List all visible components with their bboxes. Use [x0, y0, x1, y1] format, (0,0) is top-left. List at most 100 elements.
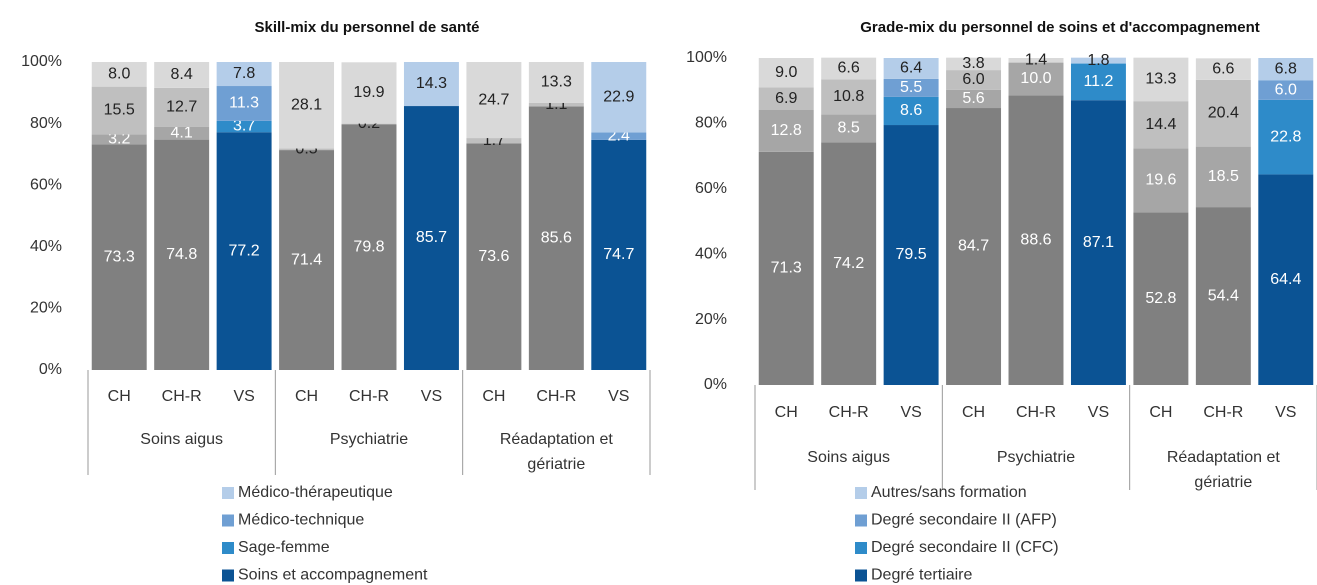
x-tick-label: VS [1088, 404, 1109, 421]
bar-segment [91, 134, 147, 145]
bar-segment [279, 62, 335, 149]
data-label: 52.8 [1145, 290, 1176, 307]
bar-segment [1195, 146, 1251, 208]
data-label: 71.4 [291, 251, 322, 268]
legend-label: Sage-femme [238, 539, 330, 556]
y-tick-label: 40% [695, 245, 727, 262]
x-tick-label: CH [962, 404, 985, 421]
bar-segment [821, 142, 877, 385]
data-label: 74.7 [603, 246, 634, 263]
x-tick-label: VS [421, 388, 442, 405]
data-label: 6.4 [900, 60, 922, 77]
bar-segment [758, 109, 814, 152]
bar-segment [758, 151, 814, 385]
data-label: 19.9 [353, 84, 384, 101]
bar-segment [279, 148, 335, 151]
data-label: 9.0 [775, 64, 797, 81]
bar-segment [1070, 57, 1126, 64]
bar-segment [91, 144, 147, 370]
data-label: 6.6 [1212, 60, 1234, 77]
bar-segment [946, 108, 1002, 385]
legend-swatch [855, 487, 867, 499]
x-tick-label: CH [108, 388, 131, 405]
data-label: 79.8 [353, 238, 384, 255]
data-label: 54.4 [1208, 287, 1239, 304]
x-tick-label: CH-R [162, 388, 202, 405]
data-label: 7.8 [233, 65, 255, 82]
data-label: 74.2 [833, 255, 864, 272]
bar-segment [403, 62, 459, 107]
y-tick-label: 40% [30, 238, 62, 255]
x-tick-label: CH-R [536, 388, 576, 405]
bar-segment [591, 132, 647, 140]
data-label: 13.3 [1145, 71, 1176, 88]
bar-segment [154, 126, 210, 140]
bar-segment [1133, 101, 1189, 149]
data-label: 3.2 [108, 131, 130, 148]
data-label: 4.1 [171, 125, 193, 142]
group-label: Psychiatrie [997, 449, 1075, 466]
bar-segment [466, 62, 522, 139]
bar-segment [883, 125, 939, 385]
data-label: 64.4 [1270, 271, 1301, 288]
bar-segment [821, 57, 877, 80]
bar-segment [821, 114, 877, 143]
data-label: 85.7 [416, 229, 447, 246]
data-label: 1.4 [1025, 52, 1047, 69]
data-label: 6.0 [1275, 81, 1297, 98]
y-tick-label: 0% [704, 376, 727, 393]
data-label: 14.3 [416, 75, 447, 92]
group-label: Psychiatrie [330, 431, 408, 448]
bar-segment [528, 106, 584, 371]
bar-segment [341, 123, 397, 125]
x-tick-label: VS [608, 388, 629, 405]
chart-title: Skill-mix du personnel de santé [254, 19, 479, 36]
x-tick-label: VS [1275, 404, 1296, 421]
legend-label: Autres/sans formation [871, 484, 1027, 501]
bar-segment [91, 62, 147, 87]
data-label: 28.1 [291, 96, 322, 113]
bar-segment [591, 62, 647, 133]
data-label: 11.2 [1083, 73, 1113, 90]
bar-segment [216, 86, 272, 121]
data-label: 8.4 [171, 66, 193, 83]
legend-label: Degré secondaire II (AFP) [871, 512, 1057, 529]
y-tick-label: 0% [39, 361, 62, 378]
y-tick-label: 80% [695, 115, 727, 132]
data-label: 22.9 [603, 88, 634, 105]
legend-swatch [855, 542, 867, 554]
data-label: 6.8 [1275, 60, 1297, 77]
bar-segment [946, 57, 1002, 71]
x-tick-label: CH [775, 404, 798, 421]
bar-segment [91, 86, 147, 135]
data-label: 87.1 [1083, 234, 1114, 251]
x-tick-label: CH [295, 388, 318, 405]
bar-segment [216, 62, 272, 87]
bar-segment [758, 58, 814, 88]
bar-segment [528, 62, 584, 103]
bar-segment [1133, 57, 1189, 102]
y-tick-label: 60% [30, 176, 62, 193]
data-label: 11.3 [229, 95, 259, 112]
bar-segment [1133, 212, 1189, 385]
legend-label: Soins et accompagnement [238, 567, 428, 584]
data-label: 74.8 [166, 246, 197, 263]
x-tick-label: VS [900, 404, 921, 421]
bar-segment [1008, 62, 1064, 96]
data-label: 6.9 [775, 90, 797, 107]
data-label: 18.5 [1208, 168, 1239, 185]
data-label: 20.4 [1208, 104, 1239, 121]
data-label: 3.8 [962, 55, 984, 72]
legend-swatch [222, 569, 234, 582]
x-tick-label: CH-R [1016, 404, 1056, 421]
bar-segment [216, 132, 272, 370]
legend-label: Degré secondaire II (CFC) [871, 539, 1059, 556]
x-tick-label: VS [233, 388, 254, 405]
data-label: 1.8 [1087, 52, 1109, 69]
bar-segment [1195, 58, 1251, 80]
data-label: 8.6 [900, 102, 922, 119]
y-tick-label: 60% [695, 180, 727, 197]
data-label: 10.0 [1020, 70, 1051, 87]
